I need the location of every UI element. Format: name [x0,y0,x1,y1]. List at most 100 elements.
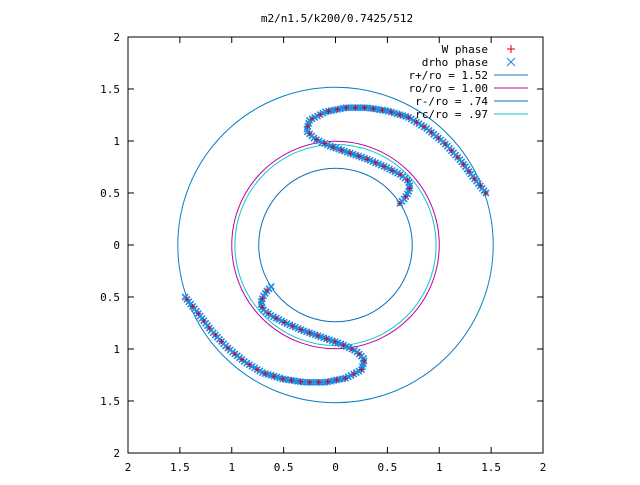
w-phase-point [428,129,434,135]
w-phase-point [307,379,313,385]
w-phase-point [356,153,362,159]
legend-label: r+/ro = 1.52 [409,69,488,82]
y-tick-label: 2 [113,31,120,44]
legend-marker-cross [506,57,516,67]
w-phase-point [184,296,190,302]
x-tick-label: 1 [436,461,443,474]
x-tick-label: 1.5 [481,461,501,474]
w-phase-point [389,167,395,173]
w-phase-point [361,105,367,111]
circle-3 [234,143,437,347]
w-phase-point [466,169,472,175]
w-phase-point [225,345,231,351]
w-phase-point [305,123,311,129]
x-tick-label: 0.5 [274,461,294,474]
w-phase-point [397,172,403,178]
w-phase-point [201,318,207,324]
w-phase-point [339,147,345,153]
phase-points [181,104,490,386]
w-phase-point [232,351,238,357]
w-phase-point [477,183,483,189]
w-phase-point [406,114,412,120]
w-phase-point [449,148,455,154]
w-phase-point [306,330,312,336]
w-phase-point [212,332,218,338]
w-phase-point [195,311,201,317]
w-phase-point [246,362,252,368]
w-phase-point [358,367,364,373]
w-phase-point [407,185,413,191]
circle-1 [231,140,440,350]
x-tick-label: 1.5 [170,461,190,474]
w-phase-point [325,379,331,385]
w-phase-point [330,144,336,150]
x-tick-label: 2 [540,461,547,474]
w-phase-point [298,379,304,385]
w-phase-point [404,177,410,183]
w-phase-point [289,377,295,383]
w-phase-point [351,371,357,377]
w-phase-point [334,377,340,383]
reference-circles [177,86,494,404]
w-phase-point [403,194,409,200]
y-tick-label: 1 [113,343,120,356]
w-phase-point [421,124,427,130]
w-phase-point [262,371,268,377]
w-phase-point [315,333,321,339]
legend-label: rc/ro = .97 [415,108,488,121]
w-phase-point [343,375,349,381]
x-tick-label: 1 [228,461,235,474]
w-phase-point [281,319,287,325]
x-tick-label: 0 [332,461,339,474]
y-tick-label: 0 [113,239,120,252]
chart-title: m2/n1.5/k200/0.7425/512 [261,12,413,25]
w-phase-point [461,161,467,167]
w-phase-point [334,106,340,112]
w-phase-point [290,323,296,329]
y-tick-label: 0.5 [100,187,120,200]
w-phase-point [316,379,322,385]
w-phase-point [356,351,362,357]
w-phase-point [341,342,347,348]
w-phase-point [309,116,315,122]
legend-label: W phase [442,43,488,56]
w-phase-point [273,315,279,321]
axis-ticks: 2 1.5 1 0.5 0 0.5 1 1.5 221.510.500.511.52 [100,31,546,474]
w-phase-point [219,339,225,345]
w-phase-point [379,107,385,113]
w-phase-point [370,106,376,112]
y-tick-label: 1.5 [100,395,120,408]
w-phase-point [381,163,387,169]
w-phase-point [364,156,370,162]
w-phase-point [373,160,379,166]
w-phase-point [435,135,441,141]
legend-label: drho phase [422,56,488,69]
w-phase-point [442,141,448,147]
w-phase-point [483,190,489,196]
w-phase-point [352,105,358,111]
x-tick-label: 2 [125,461,132,474]
w-phase-point [271,373,277,379]
w-phase-point [343,105,349,111]
w-phase-point [332,339,338,345]
w-phase-point [349,346,355,352]
y-tick-label: 1 [113,135,120,148]
w-phase-point [317,112,323,118]
w-phase-point [324,336,330,342]
w-phase-point [254,366,260,372]
w-phase-point [259,304,265,310]
y-tick-label: 0.5 [100,291,120,304]
w-phase-point [307,131,313,137]
w-phase-point [206,325,212,331]
w-phase-point [322,141,328,147]
w-phase-point [280,376,286,382]
w-phase-point [313,137,319,143]
w-phase-point [397,200,403,206]
w-phase-point [347,150,353,156]
w-phase-point [265,311,271,317]
w-phase-point [325,108,331,114]
w-phase-point [239,357,245,363]
legend-label: r-/ro = .74 [415,95,488,108]
